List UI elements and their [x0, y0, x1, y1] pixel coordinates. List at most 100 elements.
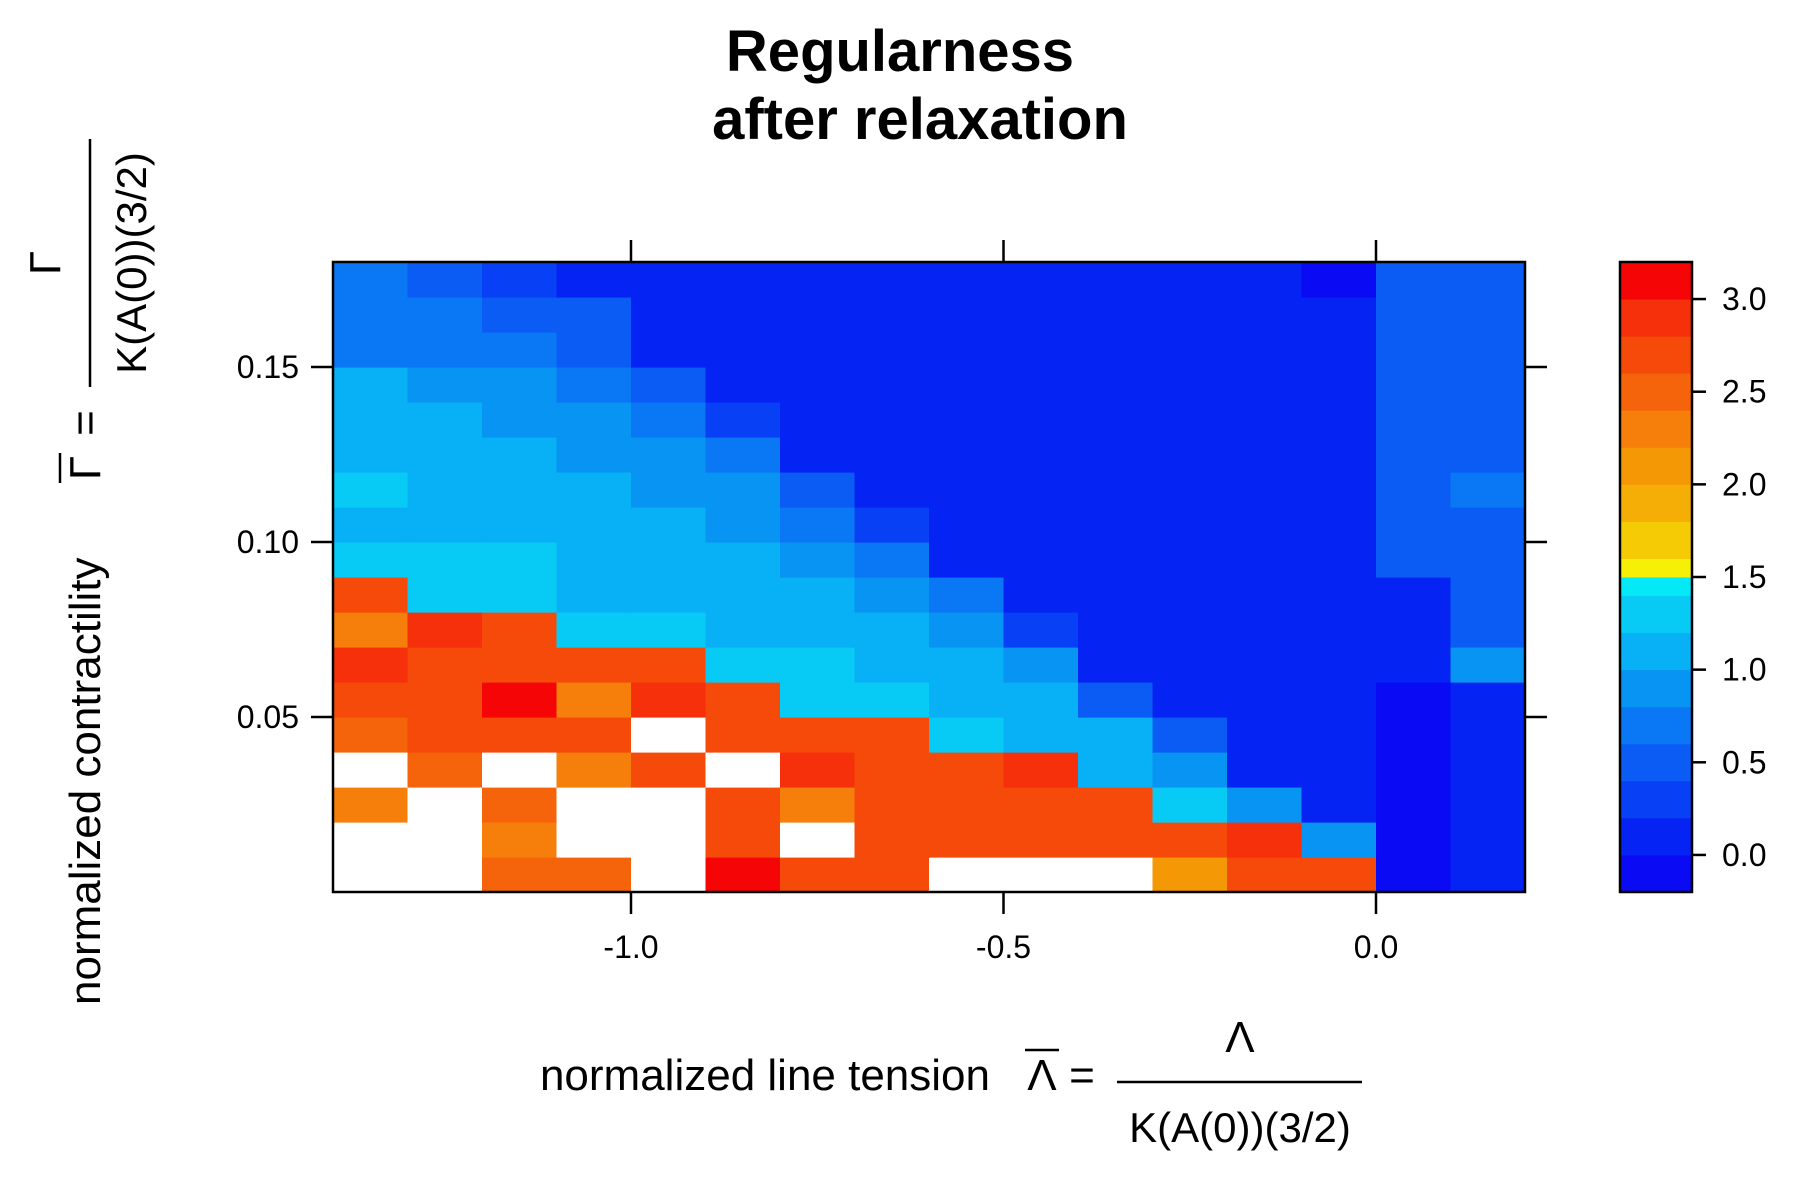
heatmap-cell	[631, 507, 707, 543]
heatmap-cell	[333, 822, 409, 858]
heatmap-cell	[1152, 787, 1228, 823]
heatmap-cell	[1450, 822, 1526, 858]
heatmap-cell	[1301, 402, 1377, 438]
heatmap-cell	[929, 472, 1005, 508]
heatmap-cell	[1003, 682, 1079, 718]
heatmap-cell	[631, 332, 707, 368]
colorbar-swatch	[1620, 669, 1692, 708]
heatmap-cell	[482, 402, 558, 438]
y-tick-label: 0.15	[237, 349, 299, 385]
heatmap-cell	[482, 507, 558, 543]
heatmap-cell	[556, 507, 632, 543]
heatmap-cell	[407, 647, 483, 683]
x-tick-label: 0.0	[1354, 929, 1398, 965]
heatmap-cell	[1227, 577, 1303, 613]
heatmap-cell	[407, 787, 483, 823]
y-axis-label: normalized contractility	[61, 558, 110, 1006]
heatmap-cell	[1450, 507, 1526, 543]
heatmap-cell	[556, 717, 632, 753]
heatmap-cell	[1227, 717, 1303, 753]
heatmap-cell	[1450, 437, 1526, 473]
heatmap-cell	[1003, 752, 1079, 788]
heatmap-cell	[333, 332, 409, 368]
heatmap-cell	[482, 437, 558, 473]
heatmap-cell	[631, 857, 707, 893]
heatmap-cell	[631, 577, 707, 613]
heatmap-cell	[556, 262, 632, 298]
heatmap-cell	[1152, 752, 1228, 788]
heatmap-cell	[1450, 647, 1526, 683]
heatmap-cell	[1152, 402, 1228, 438]
y-fraction-denominator: K(A(0))(3/2)	[108, 152, 155, 374]
heatmap-cell	[780, 332, 856, 368]
heatmap-cell	[705, 332, 781, 368]
heatmap-cell	[1376, 262, 1452, 298]
heatmap-cell	[1152, 262, 1228, 298]
x-tick-label: -0.5	[976, 929, 1031, 965]
heatmap-cell	[854, 577, 930, 613]
heatmap-cell	[1450, 472, 1526, 508]
heatmap-cell	[631, 717, 707, 753]
heatmap-cell	[780, 717, 856, 753]
heatmap-cell	[407, 682, 483, 718]
heatmap-cell	[1152, 542, 1228, 578]
heatmap-cell	[1301, 612, 1377, 648]
heatmap-cell	[407, 297, 483, 333]
heatmap-cell	[1376, 332, 1452, 368]
heatmap-cell	[333, 787, 409, 823]
heatmap-cell	[854, 297, 930, 333]
heatmap-cell	[482, 542, 558, 578]
heatmap-cell	[333, 507, 409, 543]
heatmap-cell	[854, 752, 930, 788]
heatmap-cell	[854, 437, 930, 473]
heatmap-cell	[482, 297, 558, 333]
heatmap-cell	[1003, 472, 1079, 508]
heatmap-cell	[482, 857, 558, 893]
x-fraction-denominator: K(A(0))(3/2)	[1129, 1104, 1351, 1151]
heatmap-cell	[929, 822, 1005, 858]
heatmap-cell	[780, 577, 856, 613]
heatmap-cell	[1078, 297, 1154, 333]
colorbar-tick-label: 2.0	[1722, 466, 1766, 502]
heatmap-cell	[556, 787, 632, 823]
heatmap-cell	[1301, 472, 1377, 508]
heatmap-cell	[333, 367, 409, 403]
heatmap-cell	[1003, 857, 1079, 893]
heatmap-cell	[482, 752, 558, 788]
heatmap-cell	[854, 402, 930, 438]
colorbar-tick-label: 3.0	[1722, 281, 1766, 317]
heatmap-cell	[705, 612, 781, 648]
x-axis-symbol: Λ	[1027, 1051, 1057, 1100]
heatmap-cell	[1301, 647, 1377, 683]
heatmap-cell	[1301, 577, 1377, 613]
heatmap-cell	[705, 787, 781, 823]
heatmap-cell	[854, 507, 930, 543]
heatmap-cell	[1376, 297, 1452, 333]
colorbar-tick-label: 1.0	[1722, 652, 1766, 688]
heatmap-cell	[854, 332, 930, 368]
heatmap-cell	[556, 612, 632, 648]
heatmap-cell	[1152, 472, 1228, 508]
colorbar-swatch	[1620, 373, 1692, 411]
heatmap-cell	[1450, 402, 1526, 438]
colorbar-swatch	[1620, 706, 1692, 745]
heatmap-cell	[929, 332, 1005, 368]
heatmap-cell	[1078, 367, 1154, 403]
colorbar-swatch	[1620, 743, 1692, 782]
heatmap-cell	[1152, 437, 1228, 473]
heatmap-cell	[1078, 402, 1154, 438]
heatmap-cell	[1301, 542, 1377, 578]
y-tick-label: 0.10	[237, 524, 299, 560]
heatmap-cell	[407, 437, 483, 473]
heatmap-cell	[1301, 507, 1377, 543]
heatmap-cells	[333, 262, 1526, 893]
heatmap-cell	[854, 857, 930, 893]
colorbar-swatch	[1620, 577, 1692, 597]
heatmap-cell	[705, 437, 781, 473]
heatmap-cell	[631, 472, 707, 508]
heatmap-cell	[705, 297, 781, 333]
heatmap-cell	[333, 717, 409, 753]
heatmap-cell	[482, 787, 558, 823]
heatmap-cell	[1003, 332, 1079, 368]
heatmap-cell	[631, 682, 707, 718]
